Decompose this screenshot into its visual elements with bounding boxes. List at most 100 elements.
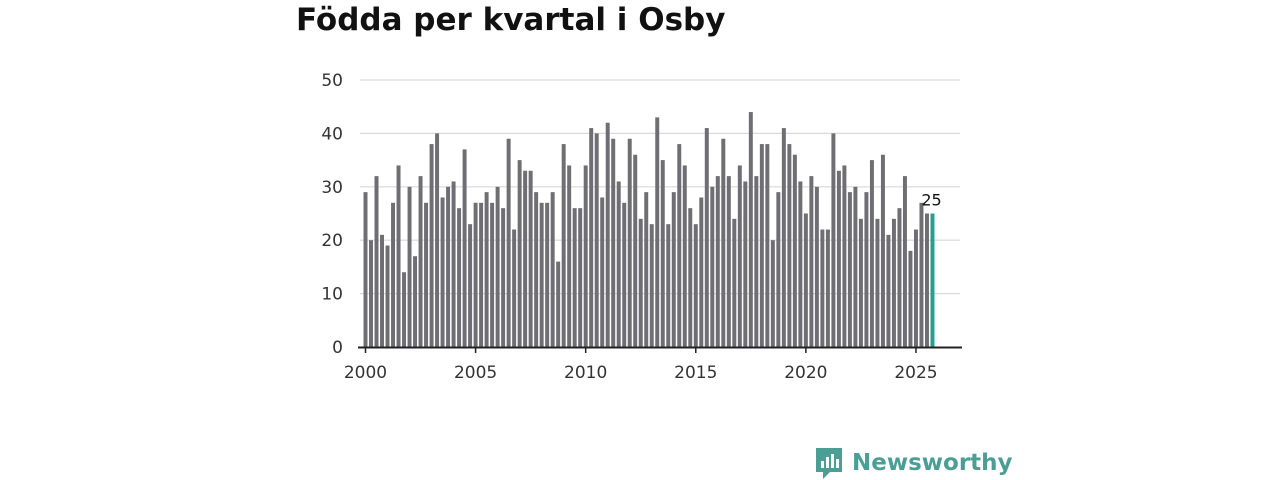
bar bbox=[721, 138, 726, 347]
bar bbox=[446, 186, 451, 347]
bar bbox=[424, 202, 429, 347]
chart-title: Födda per kvartal i Osby bbox=[296, 2, 726, 38]
bar bbox=[748, 112, 753, 347]
bar bbox=[809, 176, 814, 347]
newsworthy-logo-icon bbox=[816, 448, 842, 479]
bar bbox=[396, 165, 401, 347]
bar bbox=[490, 202, 495, 347]
bar bbox=[638, 218, 643, 347]
bar bbox=[512, 229, 517, 347]
bar bbox=[671, 192, 676, 347]
x-tick-label-2005: 2005 bbox=[454, 363, 497, 383]
bar bbox=[374, 176, 379, 347]
bar bbox=[726, 176, 731, 347]
bar bbox=[715, 176, 720, 347]
bar bbox=[407, 186, 412, 347]
bar bbox=[886, 234, 891, 347]
bar bbox=[869, 160, 874, 347]
bar bbox=[781, 128, 786, 347]
bar bbox=[616, 181, 621, 347]
bar bbox=[583, 165, 588, 347]
bar bbox=[732, 218, 737, 347]
bar bbox=[418, 176, 423, 347]
last-value-label: 25 bbox=[921, 191, 941, 210]
bar bbox=[578, 208, 583, 347]
bar bbox=[550, 192, 555, 347]
bar bbox=[875, 218, 880, 347]
bar bbox=[506, 138, 511, 347]
bar bbox=[517, 160, 522, 347]
bar bbox=[880, 154, 885, 347]
bar bbox=[891, 218, 896, 347]
x-tick-label-2025: 2025 bbox=[894, 363, 937, 383]
bar bbox=[759, 144, 764, 347]
bar bbox=[479, 202, 484, 347]
bar bbox=[836, 170, 841, 347]
bar bbox=[704, 128, 709, 347]
x-tick-label-2020: 2020 bbox=[784, 363, 827, 383]
bar bbox=[468, 224, 473, 347]
y-tick-label-50: 50 bbox=[321, 71, 343, 91]
bar bbox=[743, 181, 748, 347]
y-tick-label-0: 0 bbox=[332, 338, 343, 358]
bar bbox=[402, 272, 407, 347]
bar bbox=[600, 197, 605, 347]
y-tick-label-20: 20 bbox=[321, 231, 343, 251]
bar bbox=[765, 144, 770, 347]
bar-latest bbox=[930, 213, 935, 347]
bar bbox=[699, 197, 704, 347]
x-axis: 2000 2005 2010 2015 2020 2025 bbox=[344, 347, 938, 383]
bar bbox=[605, 122, 610, 347]
bar bbox=[457, 208, 462, 347]
bar bbox=[556, 261, 561, 347]
bar bbox=[539, 202, 544, 347]
bar bbox=[413, 256, 418, 347]
bar bbox=[847, 192, 852, 347]
bar bbox=[572, 208, 577, 347]
x-tick-label-2000: 2000 bbox=[344, 363, 387, 383]
bar bbox=[820, 229, 825, 347]
bar bbox=[451, 181, 456, 347]
bar bbox=[363, 192, 368, 347]
bar bbox=[770, 240, 775, 347]
bar bbox=[919, 202, 924, 347]
bar bbox=[440, 197, 445, 347]
bar bbox=[787, 144, 792, 347]
bar bbox=[908, 250, 913, 347]
bar bbox=[385, 245, 390, 347]
bar bbox=[523, 170, 528, 347]
bar bbox=[655, 117, 660, 347]
bar bbox=[814, 186, 819, 347]
bar bbox=[473, 202, 478, 347]
brand-logo: Newsworthy bbox=[814, 446, 1013, 480]
bar bbox=[462, 149, 467, 347]
bar bbox=[682, 165, 687, 347]
bar bbox=[825, 229, 830, 347]
bar bbox=[754, 176, 759, 347]
bar bbox=[484, 192, 489, 347]
bar bbox=[369, 240, 373, 347]
bar bbox=[622, 202, 627, 347]
bar bbox=[589, 128, 594, 347]
y-tick-label-30: 30 bbox=[321, 178, 343, 198]
bar bbox=[633, 154, 638, 347]
bar bbox=[710, 186, 715, 347]
bar bbox=[611, 138, 616, 347]
brand-name: Newsworthy bbox=[852, 450, 1013, 476]
bar bbox=[803, 213, 808, 347]
bars bbox=[363, 112, 935, 347]
bar bbox=[924, 213, 929, 347]
bar bbox=[660, 160, 665, 347]
bar bbox=[688, 208, 693, 347]
y-axis-labels: 0 10 20 30 40 50 bbox=[321, 71, 343, 358]
bar bbox=[528, 170, 533, 347]
bar bbox=[501, 208, 506, 347]
bar bbox=[534, 192, 539, 347]
bar bbox=[737, 165, 742, 347]
bar bbox=[902, 176, 907, 347]
bar bbox=[649, 224, 654, 347]
bar bbox=[435, 133, 440, 347]
bar bbox=[792, 154, 797, 347]
bar bbox=[897, 208, 902, 347]
